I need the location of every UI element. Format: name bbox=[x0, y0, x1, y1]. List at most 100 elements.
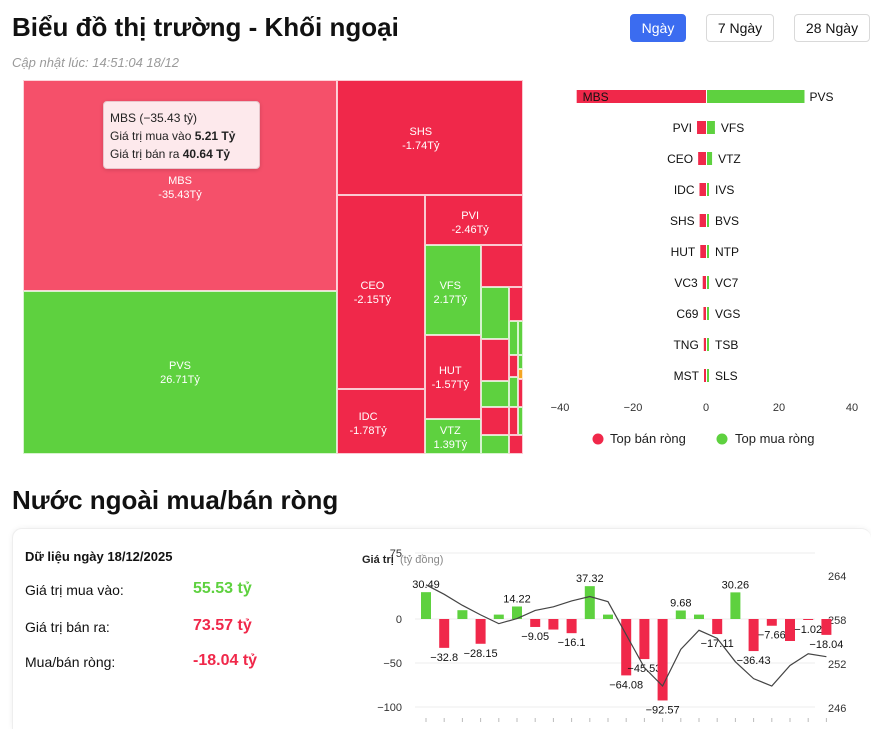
range-button-28-days[interactable]: 28 Ngày bbox=[794, 14, 870, 42]
buy-code-label: PVS bbox=[809, 90, 833, 104]
treemap-tile-small[interactable] bbox=[518, 321, 523, 355]
treemap-tile-small[interactable] bbox=[509, 435, 523, 454]
net-bar bbox=[512, 606, 522, 619]
treemap-tile-small[interactable] bbox=[518, 407, 523, 435]
net-bar bbox=[439, 619, 450, 648]
treemap-tile-shs[interactable]: SHS -1.74Tỷ bbox=[337, 80, 523, 195]
net-bar bbox=[457, 610, 468, 619]
bar-value-label: −92.57 bbox=[646, 704, 680, 716]
summary-date: Dữ liệu ngày 18/12/2025 bbox=[25, 549, 173, 564]
net-bar bbox=[566, 619, 577, 634]
tile-value: -35.43Tỷ bbox=[158, 189, 202, 201]
tile-code: SHS bbox=[409, 126, 433, 138]
treemap-tile-vtz[interactable]: VTZ 1.39Tỷ bbox=[425, 419, 481, 454]
tile-code: VTZ bbox=[439, 425, 461, 437]
tile-code: VFS bbox=[439, 280, 461, 292]
net-bar bbox=[748, 619, 759, 652]
net-bar bbox=[730, 592, 741, 619]
treemap-tile-small[interactable] bbox=[518, 379, 523, 407]
net-bar bbox=[785, 619, 795, 641]
sell-code-label: TNG bbox=[673, 338, 698, 352]
buy-code-label: VTZ bbox=[718, 152, 741, 166]
tile-value: -1.78Tỷ bbox=[349, 425, 387, 437]
top-net-bar-chart: MBS PVS PVI VFS CEO VTZ IDC IVS SHS BVS HUT NTP VC3 V… bbox=[551, 90, 858, 446]
sell-bar bbox=[697, 121, 706, 134]
sell-code-label: SHS bbox=[670, 214, 695, 228]
net-bar bbox=[766, 619, 777, 626]
net-bar bbox=[694, 614, 704, 619]
sell-bar bbox=[699, 214, 706, 227]
net-bar bbox=[530, 619, 541, 627]
net-bar bbox=[712, 619, 723, 635]
treemap-tile-small[interactable] bbox=[481, 407, 509, 435]
tooltip-buy-label: Giá trị mua vào bbox=[110, 129, 192, 143]
buy-code-label: SLS bbox=[715, 369, 738, 383]
buy-code-label: VC7 bbox=[715, 276, 739, 290]
bar-value-label: −17.11 bbox=[701, 638, 734, 650]
treemap-tile-small[interactable] bbox=[518, 355, 523, 369]
tile-code: HUT bbox=[438, 365, 462, 377]
tooltip-sell-value: 40.64 Tỷ bbox=[182, 147, 231, 161]
net-bar bbox=[639, 619, 650, 660]
y2-tick-label: 252 bbox=[828, 659, 846, 671]
buy-bar bbox=[707, 245, 709, 258]
treemap-tile-small[interactable] bbox=[509, 321, 518, 355]
treemap-tile-idc[interactable]: IDC -1.78Tỷ bbox=[337, 389, 425, 454]
range-button-7-days[interactable]: 7 Ngày bbox=[706, 14, 774, 42]
summary-buy-label: Giá trị mua vào: bbox=[25, 582, 124, 598]
treemap-tile-small[interactable] bbox=[481, 435, 509, 454]
buy-bar bbox=[707, 307, 709, 320]
updated-timestamp: Cập nhật lúc: 14:51:04 18/12 bbox=[12, 55, 179, 70]
treemap-tile-small[interactable] bbox=[481, 381, 509, 407]
sell-bar bbox=[703, 338, 706, 351]
treemap-tile-small[interactable] bbox=[481, 339, 509, 381]
tile-value: -1.74Tỷ bbox=[402, 140, 440, 152]
tile-code: PVI bbox=[461, 210, 480, 222]
buy-bar bbox=[707, 214, 709, 227]
x-tick-label: 40 bbox=[846, 402, 858, 414]
tile-value: -2.15Tỷ bbox=[353, 294, 392, 306]
net-bar bbox=[603, 614, 613, 619]
bar-value-label: −7.66 bbox=[758, 630, 786, 642]
treemap-tile-hut[interactable]: HUT -1.57Tỷ bbox=[425, 335, 481, 419]
legend-marker bbox=[716, 433, 728, 445]
tile-code: PVS bbox=[168, 359, 191, 372]
treemap-tile-ceo[interactable]: CEO -2.15Tỷ bbox=[337, 195, 425, 389]
section-title-foreign-net: Nước ngoài mua/bán ròng bbox=[12, 485, 339, 515]
summary-net-value: -18.04 tỷ bbox=[193, 652, 258, 669]
range-button-day[interactable]: Ngày bbox=[630, 14, 686, 42]
tile-value: 26.71Tỷ bbox=[160, 373, 200, 386]
treemap-tile-pvi[interactable]: PVI -2.46Tỷ bbox=[425, 195, 523, 245]
treemap-tile-pvs[interactable]: PVS 26.71Tỷ bbox=[23, 291, 337, 454]
y-tick-label: −50 bbox=[383, 658, 402, 670]
treemap-tile-small[interactable] bbox=[509, 287, 523, 321]
treemap-tile-small[interactable] bbox=[518, 369, 523, 379]
net-bar bbox=[821, 619, 832, 635]
bar-value-label: 14.22 bbox=[503, 593, 531, 605]
summary-sell-value: 73.57 tỷ bbox=[193, 617, 252, 634]
bar-value-label: −36.43 bbox=[737, 655, 771, 667]
y-tick-label: −100 bbox=[377, 702, 402, 714]
sell-bar bbox=[700, 245, 706, 258]
treemap-tile-small[interactable] bbox=[509, 355, 518, 377]
y-axis-unit: (tỷ đồng) bbox=[400, 554, 443, 566]
sell-code-label: MBS bbox=[583, 90, 609, 104]
legend-label: Top mua ròng bbox=[735, 431, 815, 446]
treemap-tile-small[interactable] bbox=[509, 377, 518, 407]
net-bar bbox=[675, 610, 686, 619]
bar-value-label: −9.05 bbox=[521, 631, 549, 643]
summary-sell-label: Giá trị bán ra: bbox=[25, 619, 110, 635]
sell-code-label: PVI bbox=[673, 121, 692, 135]
summary-buy-value: 55.53 tỷ bbox=[193, 580, 252, 597]
treemap-tile-vfs[interactable]: VFS 2.17Tỷ bbox=[425, 245, 481, 335]
bar-value-label: −1.02 bbox=[794, 624, 822, 636]
buy-bar bbox=[707, 369, 709, 382]
tile-code: IDC bbox=[358, 411, 378, 423]
net-bar bbox=[803, 619, 814, 620]
bar-value-label: 9.68 bbox=[670, 597, 691, 609]
treemap-tile-small[interactable] bbox=[481, 287, 509, 339]
bar-value-label: −64.08 bbox=[609, 679, 643, 691]
treemap-tile-small[interactable] bbox=[481, 245, 523, 287]
treemap-tile-small[interactable] bbox=[509, 407, 518, 435]
net-bar bbox=[493, 614, 504, 619]
